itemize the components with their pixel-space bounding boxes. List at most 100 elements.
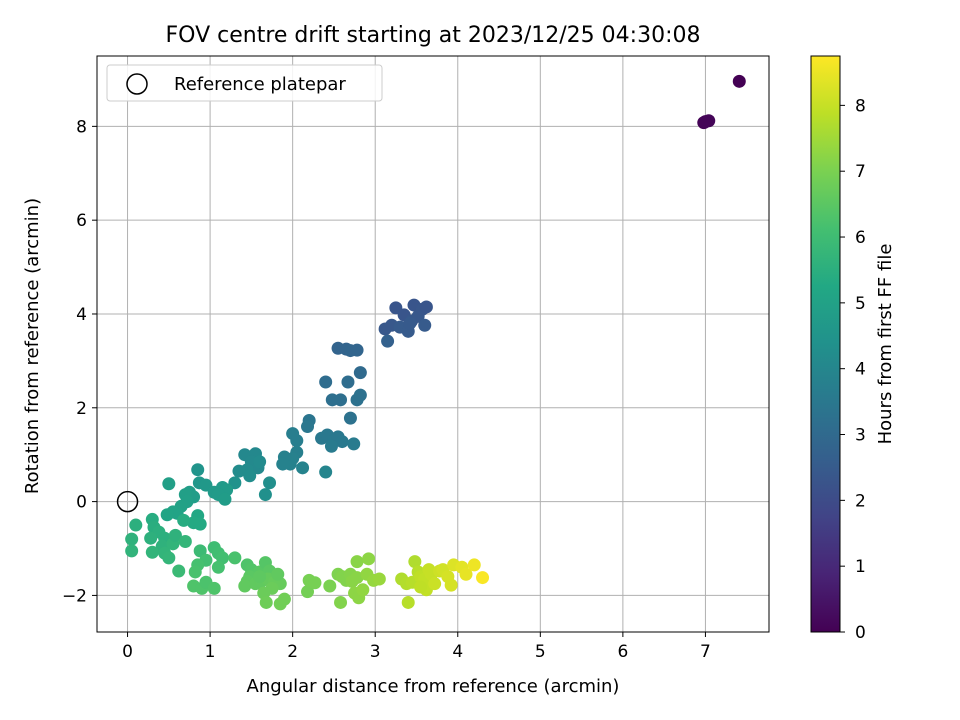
- scatter-point: [350, 343, 364, 357]
- colorbar-label: Hours from first FF file: [875, 244, 896, 445]
- x-axis-label: Angular distance from reference (arcmin): [247, 676, 620, 697]
- scatter-point: [347, 437, 361, 451]
- grid-lines: [97, 56, 769, 632]
- scatter-point: [467, 558, 481, 572]
- scatter-point: [341, 375, 355, 389]
- data-points: [116, 74, 746, 611]
- y-tick-label: −2: [62, 586, 87, 606]
- y-tick-label: 4: [76, 305, 87, 325]
- scatter-point: [145, 545, 159, 559]
- scatter-point: [290, 434, 304, 448]
- reference-point-marker: [116, 490, 139, 513]
- scatter-point: [353, 366, 367, 380]
- scatter-point: [172, 564, 186, 578]
- scatter-point: [162, 477, 176, 491]
- scatter-point: [228, 551, 242, 565]
- scatter-point: [381, 334, 395, 348]
- scatter-point: [271, 567, 285, 581]
- x-tick-label: 7: [700, 642, 711, 662]
- scatter-point: [301, 420, 315, 434]
- colorbar-tick-label: 4: [855, 360, 866, 380]
- scatter-point: [343, 411, 357, 425]
- x-tick-label: 6: [617, 642, 628, 662]
- scatter-point: [414, 580, 428, 594]
- scatter-point: [444, 578, 458, 592]
- scatter-point: [334, 393, 348, 407]
- scatter-point: [253, 570, 267, 584]
- scatter-point: [193, 544, 207, 558]
- scatter-point: [238, 579, 252, 593]
- plot-frame: [96, 55, 770, 633]
- scatter-point: [211, 560, 225, 574]
- scatter-point: [301, 585, 315, 599]
- scatter-point: [253, 455, 267, 469]
- scatter-point: [308, 576, 322, 590]
- colorbar-tick-label: 7: [855, 162, 866, 182]
- scatter-point: [160, 508, 174, 522]
- colorbar-tick-label: 0: [855, 623, 866, 643]
- scatter-point: [178, 534, 192, 548]
- y-tick-label: 8: [76, 117, 87, 137]
- colorbar-tick-label: 2: [855, 491, 866, 511]
- scatter-point: [218, 492, 232, 506]
- scatter-point: [372, 572, 386, 586]
- scatter-point: [125, 532, 139, 546]
- colorbar-tick-label: 5: [855, 294, 866, 314]
- scatter-point: [129, 518, 143, 532]
- scatter-point: [191, 463, 205, 477]
- scatter-point: [334, 595, 348, 609]
- scatter-point: [335, 435, 349, 449]
- legend: Reference platepar: [106, 64, 383, 102]
- legend-reference-marker: [126, 73, 148, 95]
- scatter-point: [732, 74, 746, 88]
- scatter-point: [353, 388, 367, 402]
- x-tick-label: 0: [122, 642, 133, 662]
- y-tick-label: 2: [76, 399, 87, 419]
- x-tick-label: 5: [535, 642, 546, 662]
- colorbar-gradient: [810, 55, 841, 633]
- scatter-point: [362, 552, 376, 566]
- y-tick-label: 0: [76, 493, 87, 513]
- scatter-point: [418, 318, 432, 332]
- chart-title: FOV centre drift starting at 2023/12/25 …: [166, 23, 701, 48]
- legend-label: Reference platepar: [174, 74, 346, 95]
- scatter-point: [356, 583, 370, 597]
- scatter-point: [419, 300, 433, 314]
- scatter-point: [188, 565, 202, 579]
- scatter-point: [277, 592, 291, 606]
- x-tick-label: 2: [287, 642, 298, 662]
- colorbar-tick-label: 1: [855, 557, 866, 577]
- axis-ticks: 0 1 2 3 4 5 6 7 −2 0 2 4 6 8: [62, 117, 711, 662]
- scatter-point: [168, 528, 182, 542]
- scatter-point: [403, 316, 417, 330]
- scatter-point: [207, 581, 221, 595]
- scatter-point: [232, 464, 246, 478]
- scatter-point: [324, 439, 338, 453]
- scatter-point: [319, 465, 333, 479]
- scatter-point: [296, 461, 310, 475]
- y-axis-label: Rotation from reference (arcmin): [22, 198, 43, 494]
- x-tick-label: 4: [452, 642, 463, 662]
- scatter-point: [263, 476, 277, 490]
- scatter-point: [323, 579, 337, 593]
- scatter-point: [319, 375, 333, 389]
- x-tick-label: 3: [370, 642, 381, 662]
- scatter-point: [459, 567, 473, 581]
- scatter-point: [193, 517, 207, 531]
- scatter-point: [276, 457, 290, 471]
- colorbar-tick-label: 6: [855, 228, 866, 248]
- y-tick-label: 6: [76, 211, 87, 231]
- x-tick-label: 1: [205, 642, 216, 662]
- scatter-point: [258, 488, 272, 502]
- scatter-point: [698, 115, 712, 129]
- colorbar-tick-label: 8: [855, 96, 866, 116]
- scatter-point: [243, 469, 257, 483]
- scatter-point: [428, 577, 442, 591]
- scatter-point: [125, 544, 139, 558]
- scatter-point: [259, 595, 273, 609]
- scatter-point: [144, 531, 158, 545]
- colorbar-tick-label: 3: [855, 426, 866, 446]
- scatter-point: [177, 513, 191, 527]
- colorbar-ticks: 0 1 2 3 4 5 6 7 8: [840, 96, 866, 643]
